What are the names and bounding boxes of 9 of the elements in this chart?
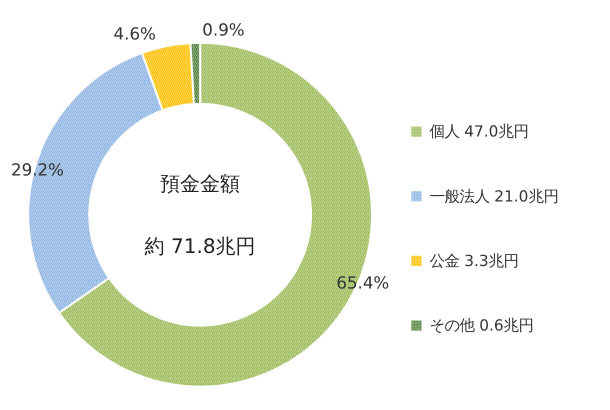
text: 約 71.8兆円 bbox=[144, 234, 256, 258]
legend-label: その他 0.6兆円 bbox=[429, 316, 534, 335]
legend-label: 公金 3.3兆円 bbox=[429, 252, 519, 270]
legend-label: 個人 47.0兆円 bbox=[429, 122, 528, 141]
data-label: 0.9% bbox=[202, 20, 245, 40]
text: 預金金額 bbox=[160, 171, 240, 196]
data-label: 4.6% bbox=[114, 24, 156, 44]
data-label: 29.2% bbox=[11, 160, 64, 180]
legend-label: 一般法人 21.0兆円 bbox=[429, 187, 558, 206]
